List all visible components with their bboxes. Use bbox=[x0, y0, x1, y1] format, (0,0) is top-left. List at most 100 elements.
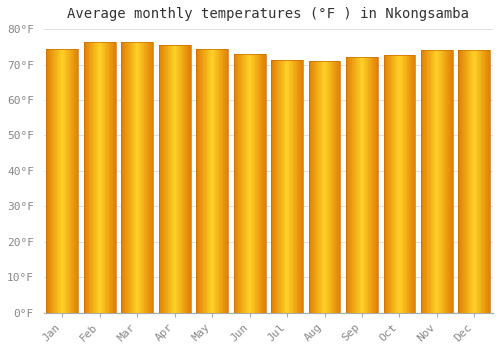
Bar bbox=[320, 61, 322, 313]
Bar bbox=[284, 60, 286, 313]
Bar bbox=[271, 60, 272, 313]
Bar bbox=[257, 54, 258, 313]
Bar bbox=[433, 50, 434, 313]
Bar bbox=[86, 42, 87, 313]
Bar bbox=[483, 50, 484, 313]
Bar bbox=[84, 42, 86, 313]
Bar bbox=[143, 42, 144, 313]
Bar bbox=[365, 57, 366, 313]
Bar bbox=[168, 45, 169, 313]
Bar bbox=[368, 57, 369, 313]
Bar bbox=[278, 60, 279, 313]
Bar bbox=[184, 45, 185, 313]
Bar bbox=[181, 45, 182, 313]
Bar bbox=[210, 49, 212, 313]
Bar bbox=[102, 42, 103, 313]
Bar bbox=[361, 57, 362, 313]
Bar bbox=[300, 60, 302, 313]
Bar bbox=[150, 42, 151, 313]
Bar bbox=[172, 45, 173, 313]
Bar bbox=[444, 50, 445, 313]
Bar bbox=[55, 49, 56, 313]
Bar bbox=[234, 54, 266, 313]
Bar bbox=[148, 42, 149, 313]
Bar bbox=[459, 50, 460, 313]
Bar bbox=[136, 42, 138, 313]
Bar bbox=[171, 45, 172, 313]
Bar bbox=[434, 50, 436, 313]
Bar bbox=[324, 61, 326, 313]
Bar bbox=[470, 50, 471, 313]
Bar bbox=[165, 45, 166, 313]
Bar bbox=[264, 54, 265, 313]
Bar bbox=[421, 50, 422, 313]
Bar bbox=[59, 49, 60, 313]
Bar bbox=[255, 54, 256, 313]
Bar bbox=[46, 49, 78, 313]
Bar bbox=[258, 54, 259, 313]
Bar bbox=[467, 50, 468, 313]
Bar bbox=[127, 42, 128, 313]
Bar bbox=[176, 45, 177, 313]
Bar bbox=[347, 57, 348, 313]
Bar bbox=[377, 57, 378, 313]
Bar bbox=[484, 50, 486, 313]
Bar bbox=[397, 55, 398, 313]
Bar bbox=[208, 49, 209, 313]
Bar bbox=[242, 54, 244, 313]
Bar bbox=[130, 42, 131, 313]
Bar bbox=[369, 57, 370, 313]
Bar bbox=[363, 57, 364, 313]
Bar bbox=[197, 49, 198, 313]
Bar bbox=[358, 57, 359, 313]
Bar bbox=[160, 45, 161, 313]
Bar bbox=[65, 49, 66, 313]
Bar bbox=[318, 61, 319, 313]
Bar bbox=[75, 49, 76, 313]
Bar bbox=[373, 57, 374, 313]
Bar bbox=[68, 49, 69, 313]
Bar bbox=[472, 50, 474, 313]
Bar bbox=[286, 60, 287, 313]
Bar bbox=[466, 50, 467, 313]
Bar bbox=[421, 50, 453, 313]
Bar bbox=[167, 45, 168, 313]
Bar bbox=[452, 50, 453, 313]
Bar bbox=[58, 49, 59, 313]
Bar bbox=[408, 55, 409, 313]
Bar bbox=[202, 49, 203, 313]
Bar bbox=[322, 61, 323, 313]
Bar bbox=[310, 61, 311, 313]
Bar bbox=[166, 45, 167, 313]
Bar bbox=[339, 61, 340, 313]
Bar bbox=[275, 60, 276, 313]
Bar bbox=[458, 50, 459, 313]
Bar bbox=[288, 60, 290, 313]
Bar bbox=[189, 45, 190, 313]
Bar bbox=[424, 50, 425, 313]
Bar bbox=[262, 54, 263, 313]
Bar bbox=[61, 49, 62, 313]
Bar bbox=[287, 60, 288, 313]
Bar bbox=[112, 42, 114, 313]
Bar bbox=[238, 54, 240, 313]
Bar bbox=[280, 60, 281, 313]
Bar bbox=[108, 42, 110, 313]
Bar bbox=[124, 42, 126, 313]
Bar bbox=[425, 50, 426, 313]
Bar bbox=[413, 55, 414, 313]
Bar bbox=[92, 42, 94, 313]
Bar bbox=[122, 42, 153, 313]
Bar bbox=[54, 49, 55, 313]
Bar bbox=[404, 55, 405, 313]
Bar bbox=[170, 45, 171, 313]
Bar bbox=[159, 45, 160, 313]
Bar bbox=[213, 49, 214, 313]
Bar bbox=[479, 50, 480, 313]
Bar bbox=[474, 50, 475, 313]
Bar bbox=[104, 42, 106, 313]
Bar bbox=[271, 60, 303, 313]
Bar bbox=[410, 55, 412, 313]
Bar bbox=[261, 54, 262, 313]
Bar bbox=[250, 54, 251, 313]
